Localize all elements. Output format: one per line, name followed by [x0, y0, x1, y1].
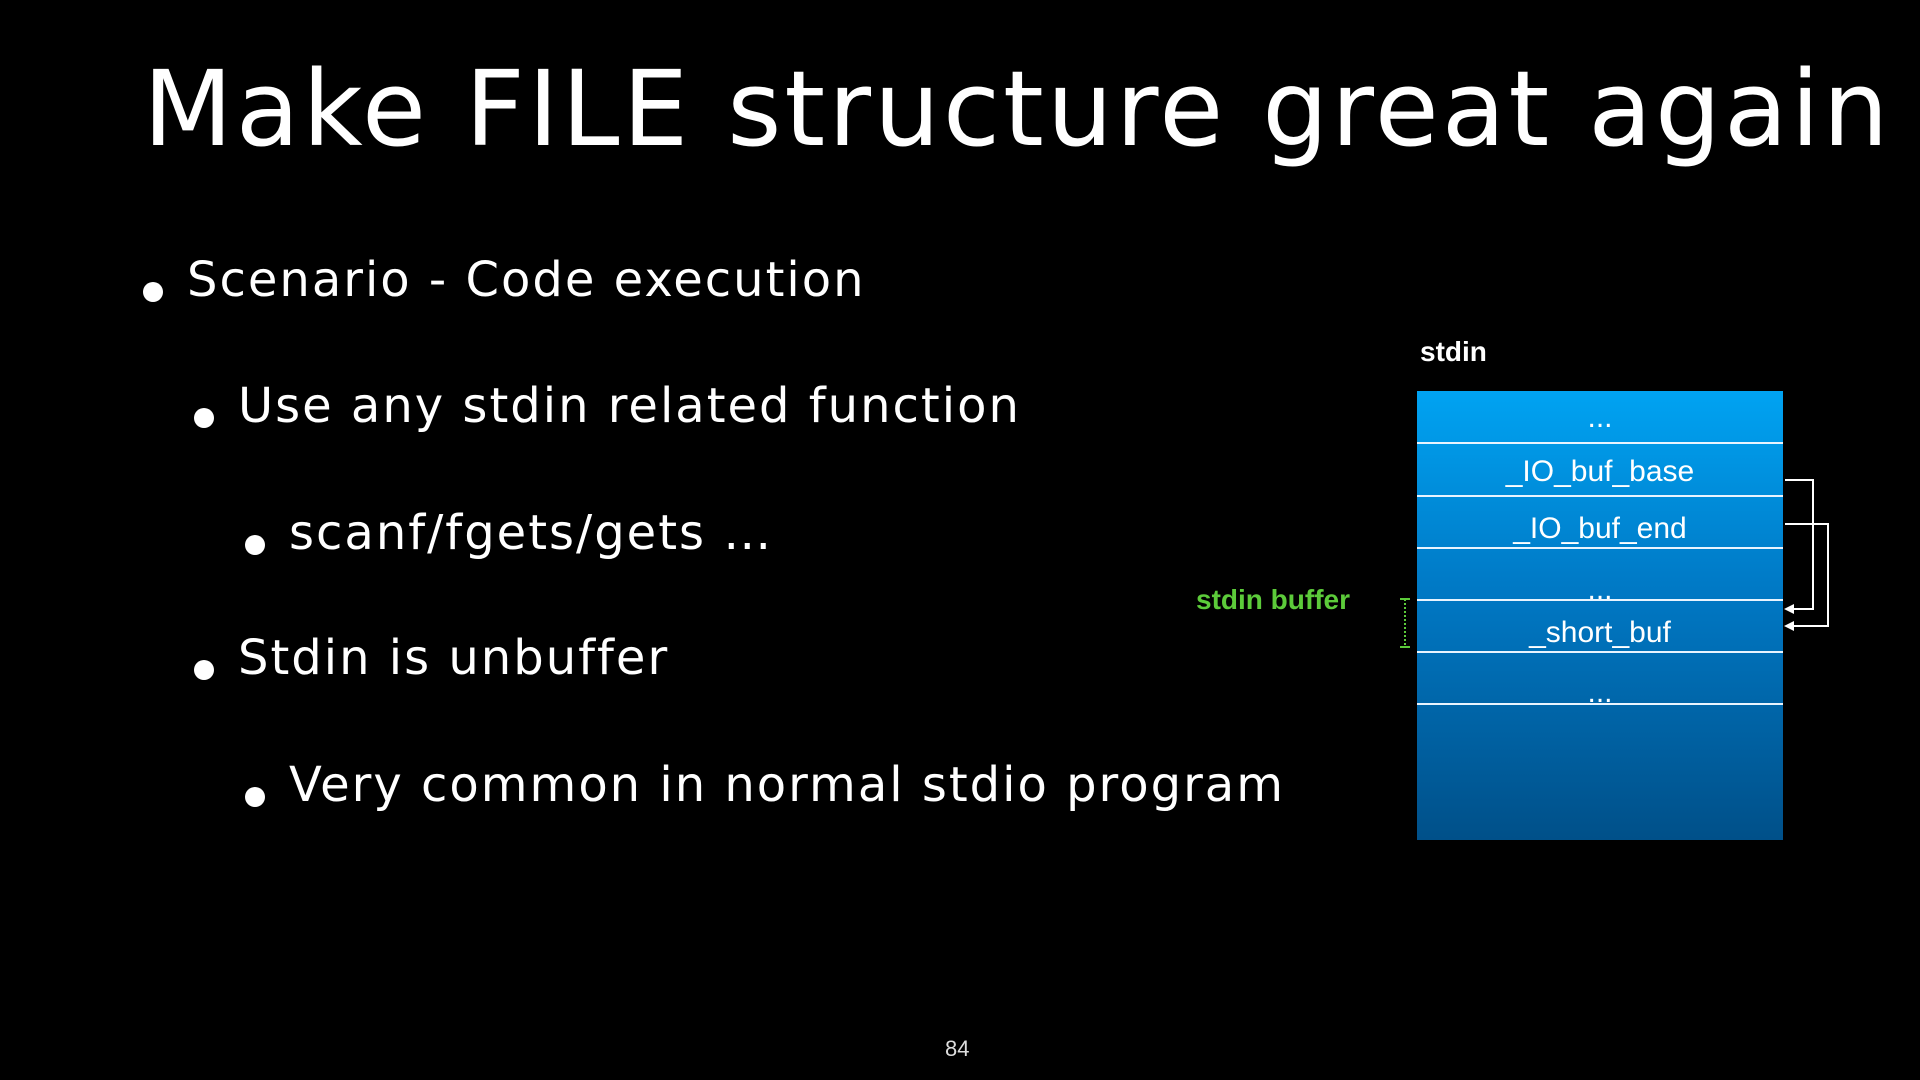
slide-title: Make FILE structure great again	[143, 48, 1892, 170]
bullet-text: Scenario - Code execution	[187, 252, 866, 308]
page-number: 84	[945, 1036, 970, 1061]
field-ellipsis: ...	[1587, 401, 1613, 434]
bullet-dot-icon	[194, 408, 214, 428]
bullet-text: Stdin is unbuffer	[238, 630, 670, 686]
bullet-text: scanf/fgets/gets …	[289, 505, 774, 561]
buf-base-arrow	[1785, 479, 1814, 610]
bullet-text: Use any stdin related function	[238, 378, 1021, 434]
bullet-dot-icon	[194, 660, 214, 680]
struct-label: stdin	[1420, 336, 1487, 367]
divider	[1417, 442, 1783, 444]
buffer-bracket	[1400, 598, 1410, 648]
field-short-buf: _short_buf	[1529, 616, 1671, 649]
field-ellipsis: ...	[1587, 573, 1613, 606]
bullet-dot-icon	[245, 787, 265, 807]
bullet-level1: Scenario - Code execution	[143, 252, 866, 308]
field-io-buf-end: _IO_buf_end	[1513, 512, 1687, 545]
divider	[1417, 547, 1783, 549]
bullet-text: Very common in normal stdio program	[289, 757, 1285, 813]
buf-end-arrow	[1785, 523, 1829, 627]
bullet-dot-icon	[245, 535, 265, 555]
bullet-dot-icon	[143, 282, 163, 302]
field-io-buf-base: _IO_buf_base	[1505, 455, 1695, 488]
bullet-level2: Use any stdin related function	[194, 378, 1021, 434]
divider	[1417, 495, 1783, 497]
bullet-level2: Stdin is unbuffer	[194, 630, 670, 686]
bullet-level3: scanf/fgets/gets …	[245, 505, 774, 561]
arrowhead-icon	[1784, 604, 1794, 614]
divider	[1417, 599, 1783, 601]
buffer-label: stdin buffer	[1196, 584, 1350, 615]
divider	[1417, 703, 1783, 705]
arrowhead-icon	[1784, 621, 1794, 631]
divider	[1417, 651, 1783, 653]
bullet-level3: Very common in normal stdio program	[245, 757, 1285, 813]
stdin-struct-box: ... _IO_buf_base _IO_buf_end ... _short_…	[1417, 391, 1783, 840]
